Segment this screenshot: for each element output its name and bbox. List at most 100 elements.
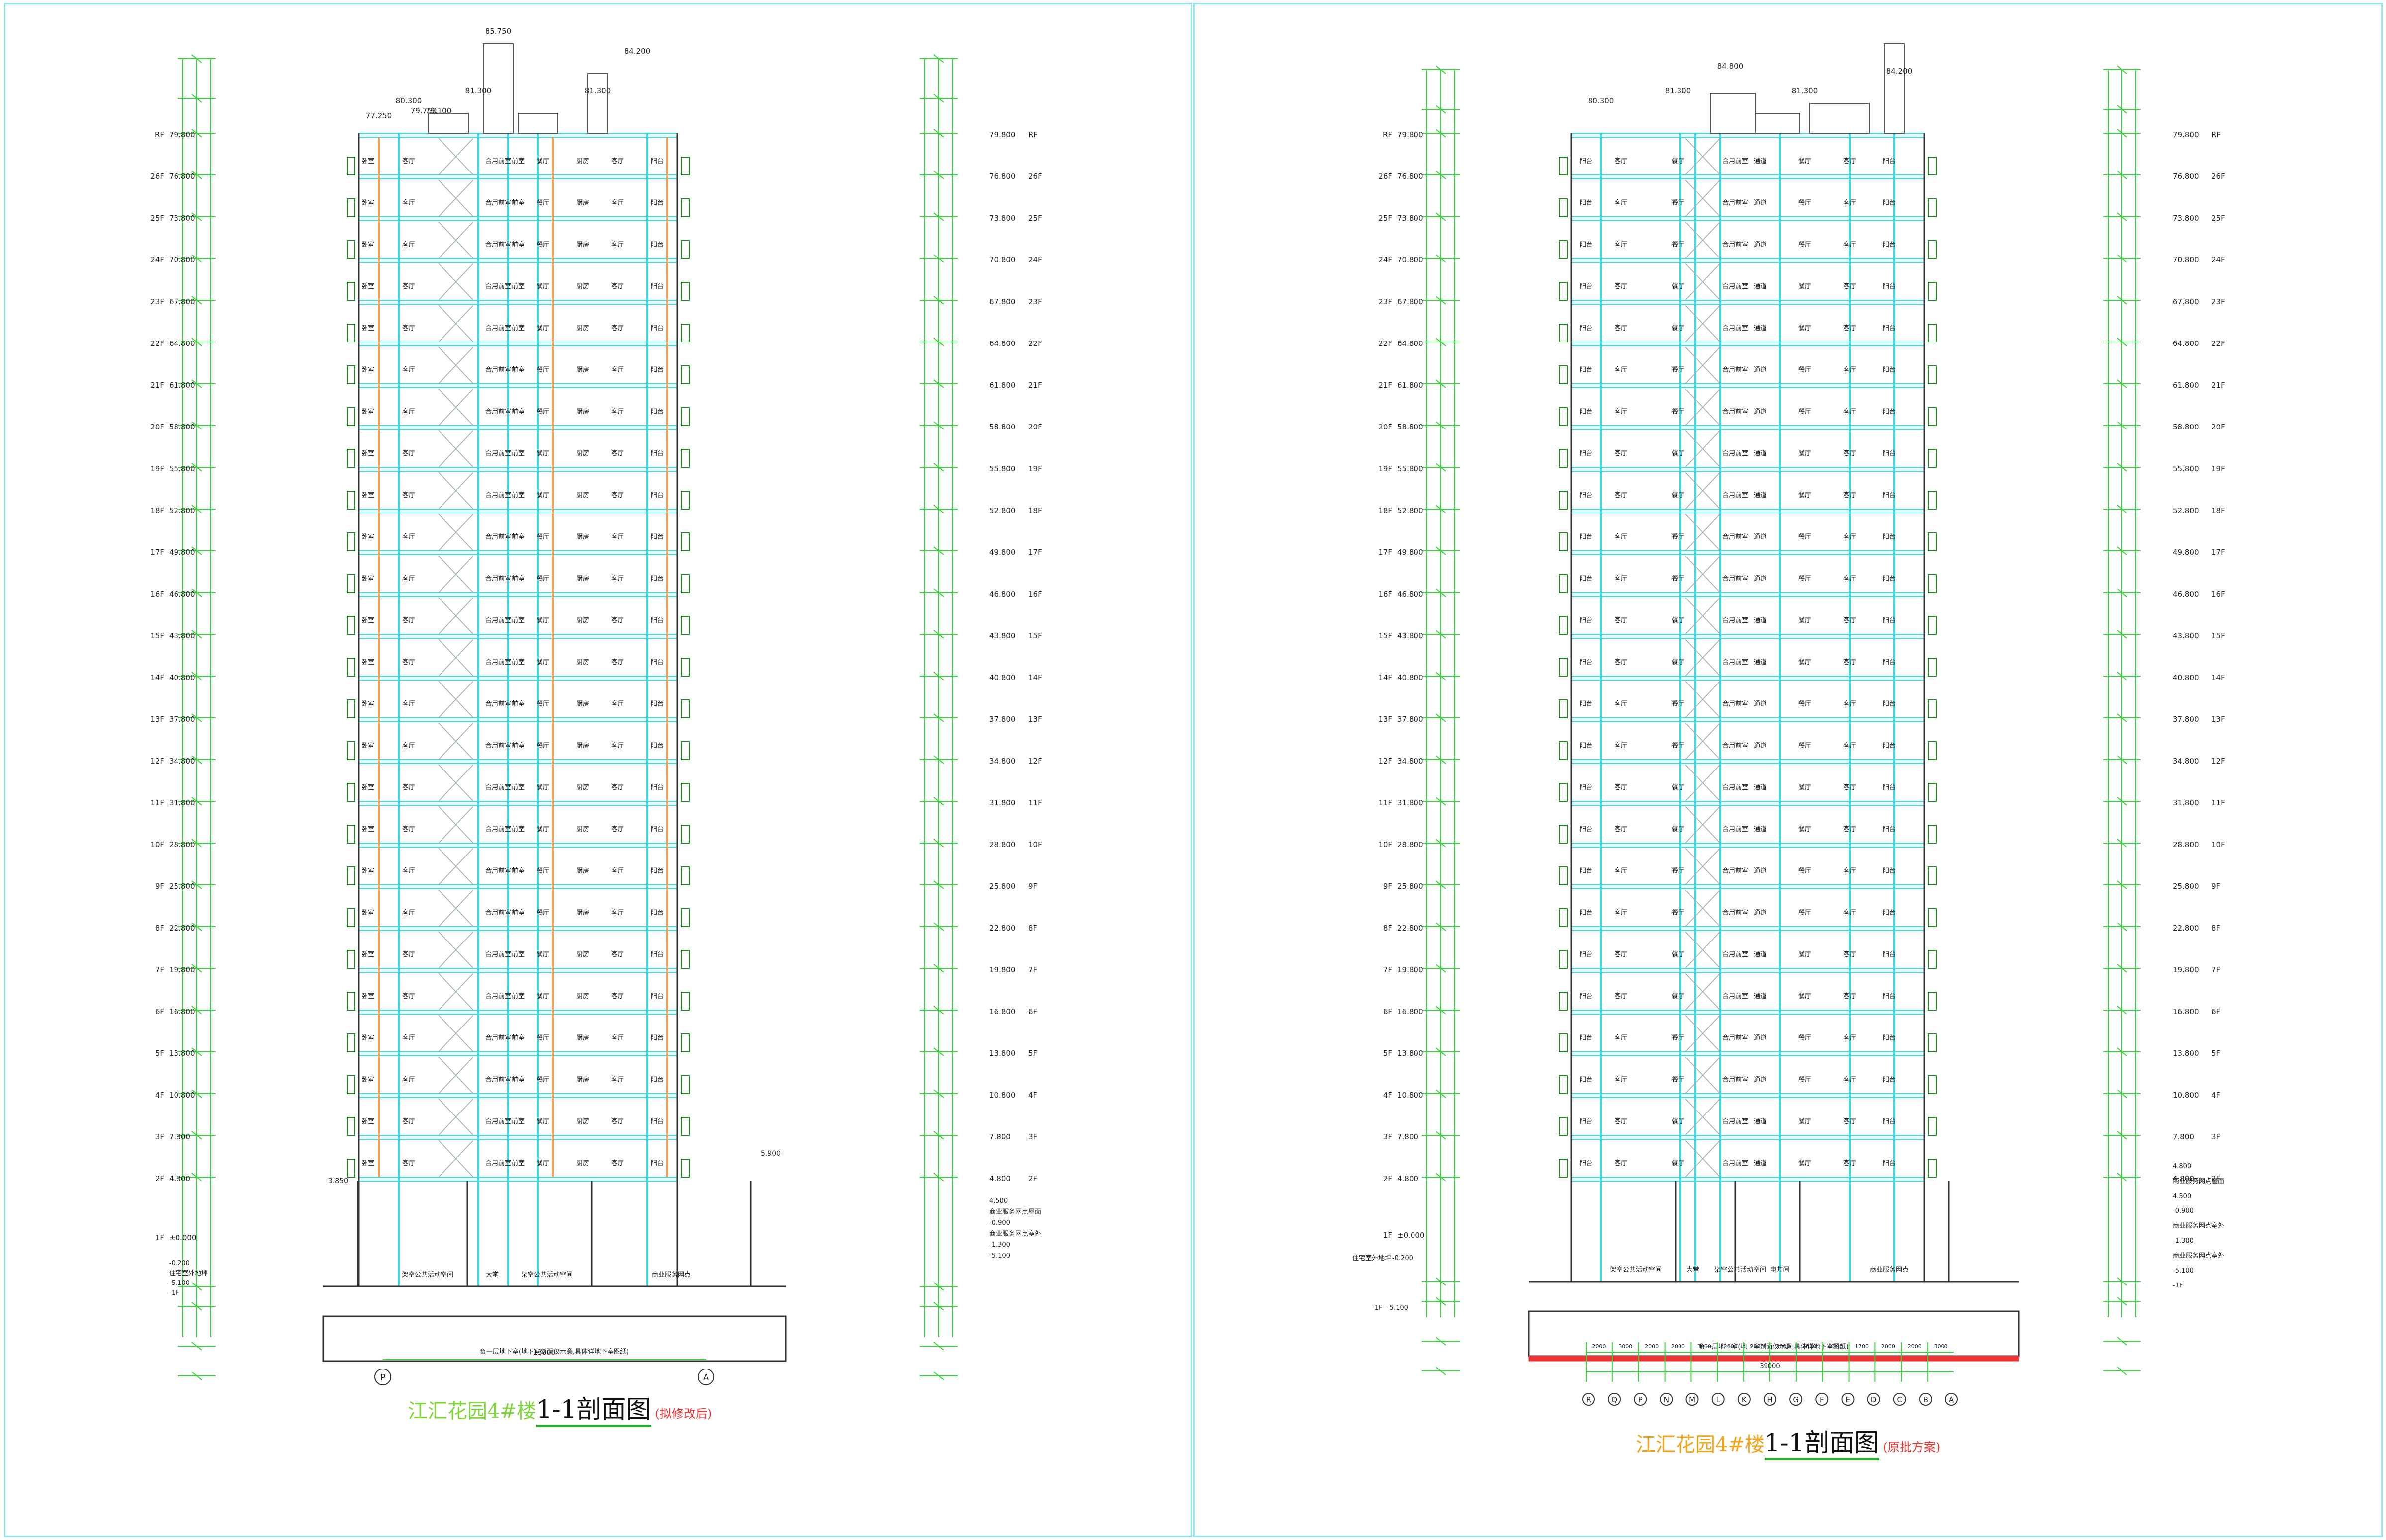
balcony-railing [1559,324,1568,342]
room-label: 客厅 [1614,575,1627,583]
room-label: 卧室 [361,449,374,457]
floor-slab [358,676,678,681]
balcony-railing [347,1159,355,1178]
floor-elevation: 43.800 [169,631,195,640]
floor-elevation: 25.800 [1397,882,1423,891]
room-label: 阳台 [1883,867,1896,875]
dimension-slash [1435,880,1446,889]
room-label: 餐厅 [1798,282,1811,290]
dimension-slash [191,379,202,388]
balcony-railing [1928,741,1937,760]
floor-elevation-right: 43.800 [989,631,1016,640]
stair-flight [1685,221,1721,259]
floor-elevation: 34.800 [169,757,195,766]
floor-elevation: 64.800 [1397,339,1423,348]
left-drawing-title: 江汇花园4#楼1-1剖面图 (拟修改后) [408,1389,712,1427]
floor-elevation: 37.800 [1397,715,1423,724]
top-elevation: 80.300 [396,96,422,105]
room-label: 厨房 [576,533,589,541]
dimension-slash [1435,588,1446,597]
floor-label: 18F [150,506,164,515]
stair-flight [438,346,474,384]
floor-elevation-right: 73.800 [989,214,1016,223]
floor-elevation-right: 61.800 [989,381,1016,390]
floor-elevation-right: 67.800 [2173,297,2199,306]
floor-label: 12F [150,757,164,766]
floor-elevation: 19.800 [169,965,195,974]
room-label: 前室 [512,157,525,165]
dimension-slash [1435,755,1446,764]
stair-flight [1685,681,1721,718]
dimension-slash [2117,713,2127,722]
room-label: 餐厅 [1798,199,1811,207]
room-label: 通道 [1754,951,1767,958]
room-label: 前室 [512,408,525,416]
room-label: 合用前室 [485,282,511,290]
floor-slab [1571,425,1925,430]
stair-flight [438,722,474,760]
room-label: 客厅 [1614,449,1627,457]
ground-right-label: 商业服务网点室外 [2173,1222,2224,1230]
stair-flight [438,472,474,510]
axis-dim-text: 2000 [1829,1343,1843,1350]
dimension-slash [933,171,944,179]
room-label: 客厅 [1843,742,1856,750]
roof-structure [428,113,469,134]
room-label: 餐厅 [1672,157,1684,165]
dimension-slash [933,54,944,63]
room-label: 合用前室 [485,491,511,499]
basement-outline [322,1315,787,1362]
floor-elevation: 7.800 [1397,1132,1418,1141]
floor-label: 4F [155,1091,164,1100]
stair-flight [438,179,474,217]
room-label: 合用前室 [1722,408,1748,416]
floor-elevation-right: 22.800 [989,924,1016,933]
floor-elevation-right: 31.800 [989,798,1016,807]
room-label: 餐厅 [1798,1117,1811,1125]
dimension-slash [1435,254,1446,263]
stair-flight [1685,430,1721,468]
axis-dim-text: 1700 [1855,1343,1869,1350]
floor-slab [1571,216,1925,221]
room-label: 客厅 [1843,1076,1856,1084]
ground-right-label: 商业服务网点室外 [989,1230,1041,1238]
axis-bubble [1634,1393,1647,1406]
room-label: 客厅 [1843,575,1856,583]
dimension-slash [191,713,202,722]
floor-elevation: 40.800 [169,673,195,682]
floor-elevation: 37.800 [169,715,195,724]
dimension-slash [933,296,944,305]
room-label: 阳台 [1883,826,1896,833]
floor-label: 13F [150,715,164,724]
floor-elevation-right: 55.800 [989,464,1016,473]
room-label: 阳台 [1580,867,1592,875]
room-label: 卧室 [361,616,374,624]
room-label: 客厅 [402,533,415,541]
ground-elevation-3: -5.100 [1387,1304,1408,1312]
room-label: 客厅 [611,533,624,541]
ground-extra: -1F [169,1289,179,1297]
room-label: 客厅 [1843,157,1856,165]
podium-label: 商业服务网点 [1870,1266,1909,1274]
floor-elevation-right: 10.800 [989,1091,1016,1100]
basement-note: 负一层地下室(地下室剖面仅示意,具体详地下室图纸) [1699,1343,1848,1351]
floor-label: 18F [1378,506,1392,515]
dimension-slash [2117,254,2127,263]
floor-label: 16F [150,590,164,599]
dimension-slash [933,212,944,221]
balcony-railing [1928,449,1937,468]
stair-flight [438,1056,474,1094]
room-label: 合用前室 [485,909,511,917]
balcony-railing [347,407,355,426]
room-label: 前室 [512,1117,525,1125]
floor-label: 7F [155,965,164,974]
room-label: 客厅 [1843,241,1856,249]
balcony-railing [347,825,355,844]
room-label: 客厅 [611,157,624,165]
room-label: 阳台 [1580,1034,1592,1042]
floor-label: 9F [155,882,164,891]
room-label: 通道 [1754,1118,1767,1125]
dimension-slash [191,797,202,806]
floor-elevation-right: 37.800 [989,715,1016,724]
roof-structure [518,113,558,134]
